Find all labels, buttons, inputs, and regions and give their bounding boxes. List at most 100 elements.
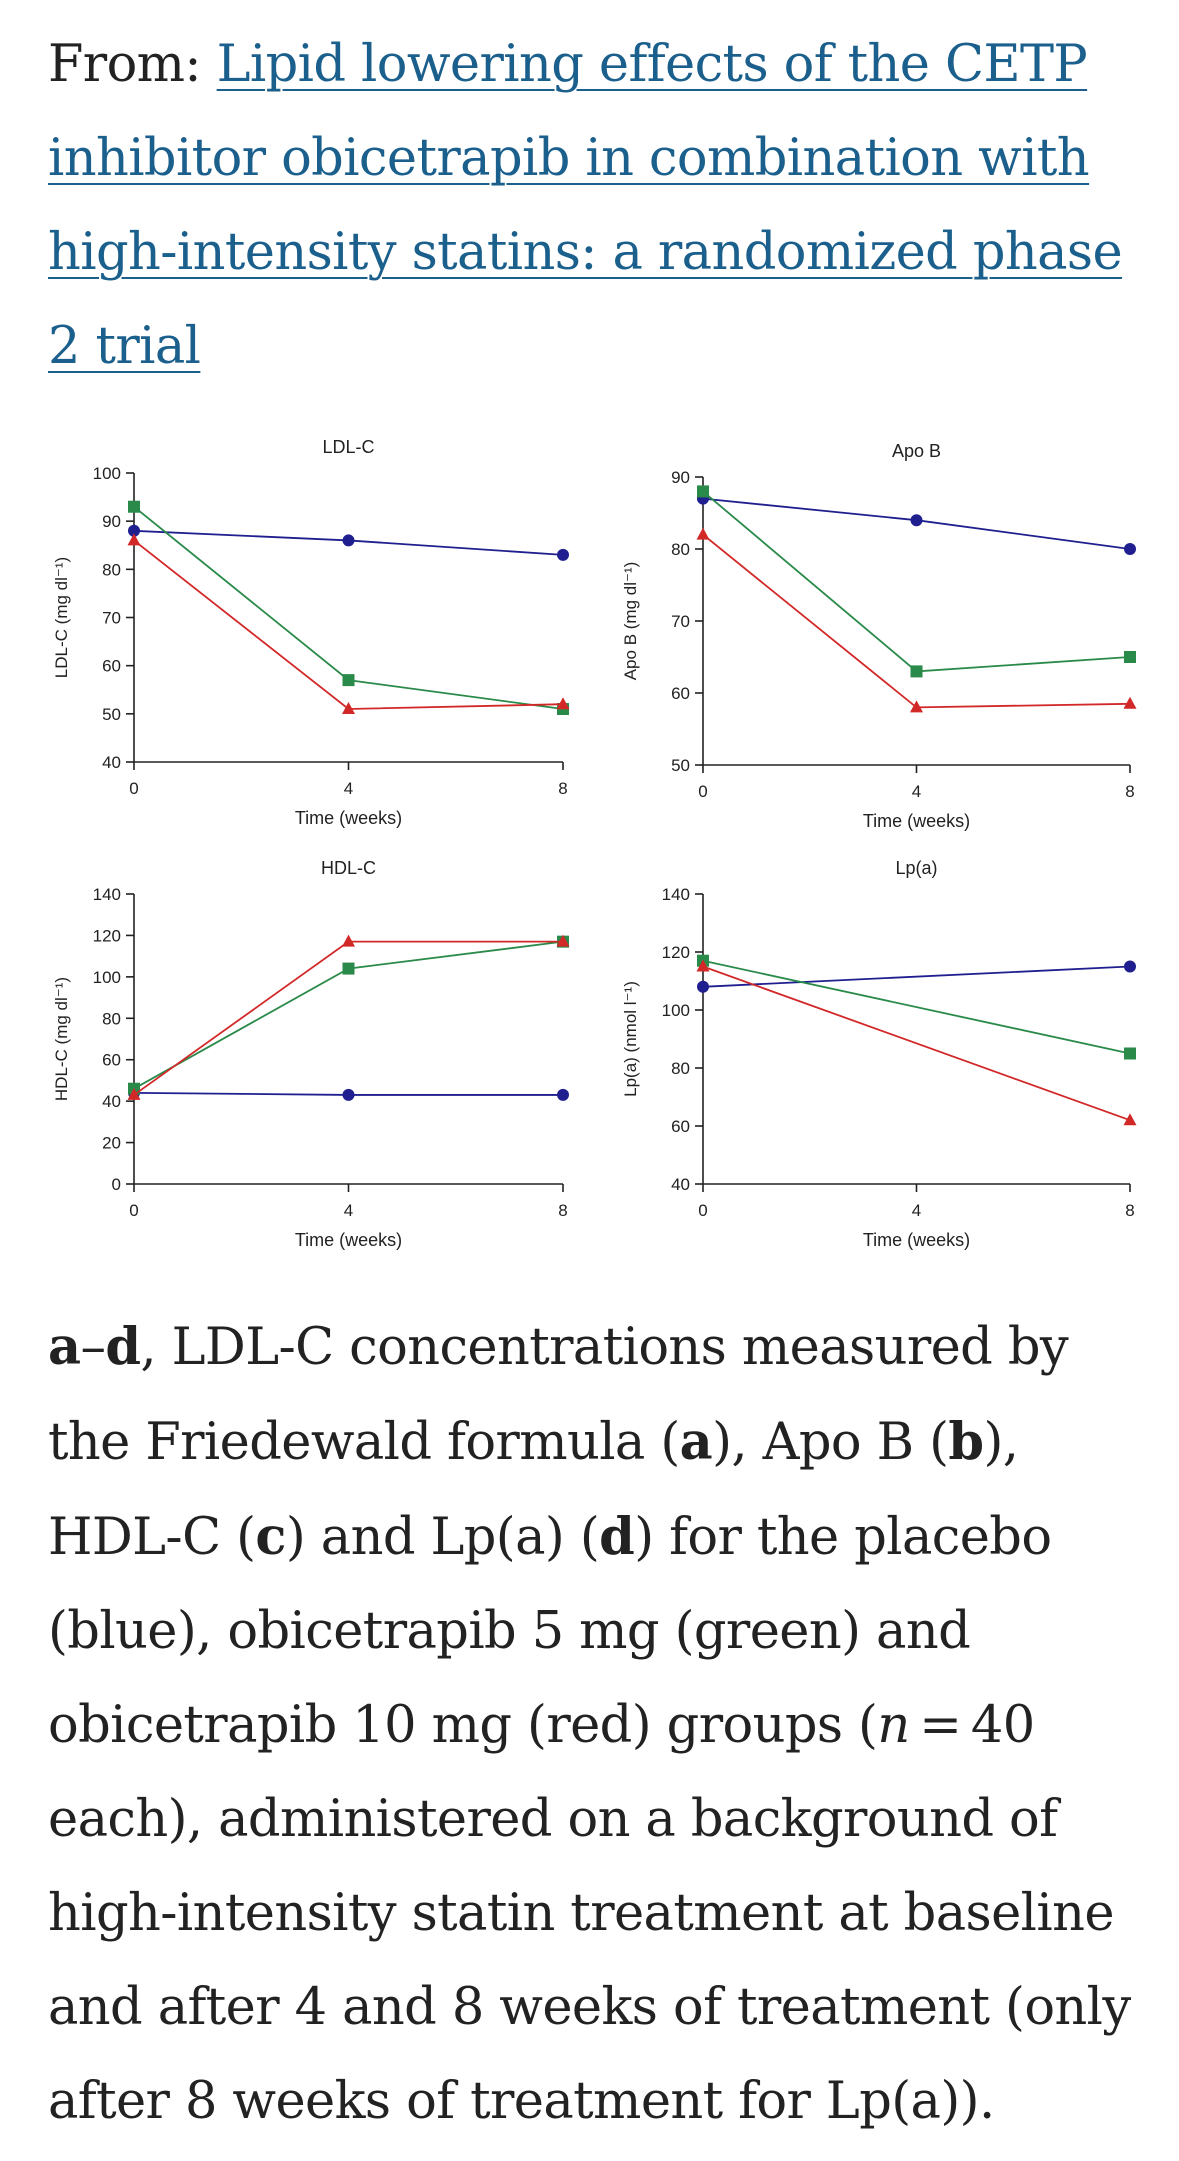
hdl-c-circle-point	[342, 1088, 355, 1101]
apo-b-triangle-point	[1123, 696, 1137, 709]
caption-panels-start: a	[48, 1317, 81, 1377]
hdl-c-y-tick-label: 0	[112, 1175, 121, 1194]
lpa-circle-point	[1124, 960, 1136, 973]
lpa-y-tick-label: 100	[662, 1001, 690, 1020]
caption-n: n	[877, 1696, 910, 1755]
caption-text-6: = 40 each), administered on a background…	[48, 1696, 1131, 2131]
hdl-c-circle-point	[557, 1088, 569, 1101]
caption-text-2: ), Apo B (	[712, 1413, 949, 1472]
apo-b-square-point	[1124, 651, 1136, 663]
ldl-c-y-tick-label: 40	[102, 753, 121, 772]
lpa-circle-point	[697, 980, 709, 993]
apo-b-x-label: Time (weeks)	[863, 811, 970, 831]
apo-b-square-point	[910, 665, 923, 678]
lpa-y-tick-label: 60	[671, 1117, 690, 1136]
apo-b-y-tick-label: 50	[671, 756, 690, 775]
apo-b-triangle-point	[910, 700, 923, 713]
lpa-series-line-1	[702, 959, 1131, 1055]
apo-b-y-tick-label: 70	[671, 612, 690, 631]
hdl-c-y-tick-label: 80	[102, 1009, 121, 1028]
apo-b-chart: 50 60 70 80 90 0 4 8 Apo B Time (weeks) Apo B (mg …	[621, 441, 1137, 831]
apo-b-x-tick-label: 8	[1125, 782, 1134, 801]
hdl-c-chart: 0 20 40 60 80 100 120 140 0 4 8 HDL-C Time (weeks) HD…	[52, 858, 570, 1250]
hdl-c-y-tick-label: 60	[102, 1051, 121, 1070]
hdl-c-x-tick-label: 8	[558, 1201, 567, 1220]
ldl-c-x-tick-label: 0	[129, 779, 138, 798]
ldl-c-x-tick-label: 4	[344, 779, 353, 798]
caption-ref-d: d	[599, 1507, 635, 1567]
ldl-c-y-tick-label: 90	[102, 512, 121, 531]
article-title-link[interactable]: Lipid lowering effects of the CETP inhib…	[48, 35, 1123, 376]
apo-b-y-tick-label: 80	[671, 540, 690, 559]
caption-ref-c: c	[255, 1507, 286, 1567]
hdl-c-x-label: Time (weeks)	[295, 1230, 402, 1250]
lpa-y-tick-label: 40	[671, 1175, 690, 1194]
apo-b-triangle-point	[696, 527, 710, 540]
lpa-x-tick-label: 0	[698, 1201, 707, 1220]
hdl-c-y-label: HDL-C (mg dl⁻¹)	[52, 977, 71, 1101]
apo-b-title: Apo B	[892, 441, 941, 461]
lpa-triangle-point	[1123, 1113, 1137, 1126]
ldl-c-chart: 40 50 60 70 80 90 100 0 4 8 LDL-C Time (weeks) LDL-C…	[52, 437, 570, 828]
caption-dash: –	[80, 1318, 106, 1377]
lpa-square-point	[1124, 1047, 1136, 1060]
lpa-x-label: Time (weeks)	[863, 1230, 970, 1250]
hdl-c-x-tick-label: 0	[129, 1201, 138, 1220]
hdl-c-x-tick-label: 4	[344, 1201, 353, 1220]
lpa-x-tick-label: 4	[912, 1201, 921, 1220]
hdl-c-y-tick-label: 120	[93, 926, 121, 945]
apo-b-circle-point	[1124, 543, 1136, 555]
lpa-y-tick-label: 140	[662, 885, 690, 904]
hdl-c-triangle-point	[127, 1087, 141, 1100]
apo-b-y-tick-label: 90	[671, 468, 690, 487]
ldl-c-y-tick-label: 60	[102, 657, 121, 676]
apo-b-y-label: Apo B (mg dl⁻¹)	[621, 562, 640, 681]
lpa-y-tick-label: 120	[662, 943, 690, 962]
caption-ref-b: b	[948, 1412, 984, 1472]
hdl-c-y-tick-label: 140	[93, 885, 121, 904]
ldl-c-triangle-point	[127, 533, 141, 546]
hdl-c-y-tick-label: 40	[102, 1092, 121, 1111]
figure-caption: a–d, LDL-C concentrations measured by th…	[48, 1300, 1138, 2149]
ldl-c-triangle-point	[556, 697, 570, 710]
apo-b-y-tick-label: 60	[671, 684, 690, 703]
apo-b-series-line-2	[702, 533, 1131, 709]
ldl-c-triangle-point	[342, 702, 355, 715]
ldl-c-y-tick-label: 50	[102, 705, 121, 724]
caption-text-5: ) for the placebo (blue), obicetrapib 5 …	[48, 1508, 1052, 1755]
ldl-c-title: LDL-C	[322, 437, 374, 457]
hdl-c-triangle-point	[342, 934, 355, 947]
ldl-c-y-tick-label: 100	[93, 464, 121, 483]
apo-b-circle-point	[910, 514, 923, 527]
ldl-c-x-tick-label: 8	[558, 779, 567, 798]
figure-header: From: Lipid lowering effects of the CETP…	[48, 18, 1138, 394]
from-label: From:	[48, 35, 217, 94]
lpa-series-line-0	[702, 965, 1131, 988]
hdl-c-triangle-point	[556, 934, 570, 947]
apo-b-x-tick-label: 0	[698, 782, 707, 801]
caption-text-4: ) and Lp(a) (	[285, 1508, 600, 1567]
caption-ref-a: a	[679, 1412, 713, 1472]
ldl-c-y-tick-label: 70	[102, 609, 121, 628]
lpa-x-tick-label: 8	[1125, 1201, 1134, 1220]
lpa-chart: 40 60 80 100 120 140 0 4 8 Lp(a) Time (weeks) Lp(a)…	[621, 858, 1137, 1250]
ldl-c-x-label: Time (weeks)	[295, 808, 402, 828]
ldl-c-circle-point	[128, 524, 140, 537]
apo-b-x-tick-label: 4	[912, 782, 921, 801]
hdl-c-y-tick-label: 20	[102, 1134, 121, 1153]
caption-text-3: ), HDL-C (	[48, 1413, 1019, 1567]
ldl-c-circle-point	[557, 548, 569, 561]
ldl-c-square-point	[128, 500, 140, 513]
ldl-c-square-point	[342, 674, 355, 687]
caption-text-1: , LDL-C concentrations measured by the F…	[48, 1318, 1069, 1472]
lpa-triangle-point	[696, 959, 710, 972]
ldl-c-circle-point	[342, 534, 355, 547]
ldl-c-y-tick-label: 80	[102, 560, 121, 579]
lpa-y-label: Lp(a) (nmol l⁻¹)	[621, 981, 640, 1097]
lpa-series-line-2	[702, 965, 1131, 1122]
lpa-y-tick-label: 80	[671, 1059, 690, 1078]
hdl-c-y-tick-label: 100	[93, 968, 121, 987]
hdl-c-title: HDL-C	[321, 858, 376, 878]
caption-panels-end: d	[105, 1317, 141, 1377]
